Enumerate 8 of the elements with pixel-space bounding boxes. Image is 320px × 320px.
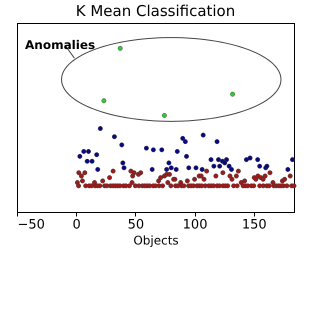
x-tick-label: 100 xyxy=(182,218,208,232)
x-tick-label: −50 xyxy=(18,218,45,232)
x-tick-label: 0 xyxy=(72,218,81,232)
chart-title: K Mean Classification xyxy=(76,2,236,20)
x-axis-title: Objects xyxy=(133,234,179,248)
annotation: Anomalies xyxy=(25,38,96,52)
x-tick-label: 150 xyxy=(242,218,267,232)
x-tick-label: 50 xyxy=(128,218,144,232)
